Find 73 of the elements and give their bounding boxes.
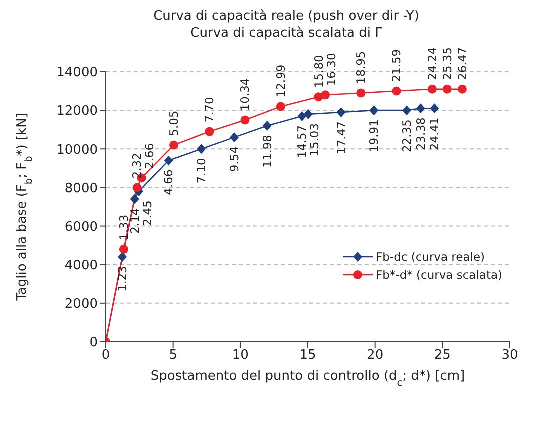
point <box>370 106 379 116</box>
annotation: 23.38 <box>414 118 428 151</box>
x-tick-label: 5 <box>169 348 178 364</box>
y-tick-label: 6000 <box>64 220 98 235</box>
annotation: 24.41 <box>428 118 442 151</box>
annotation: 24.24 <box>425 47 440 80</box>
point <box>336 108 346 118</box>
point <box>130 194 140 204</box>
point <box>430 104 440 114</box>
point <box>119 244 128 254</box>
annotation: 10.34 <box>238 78 252 112</box>
annotation: 12.99 <box>274 64 288 98</box>
point <box>321 90 330 100</box>
x-axis-title: Spostamento del punto di controllo (d$_{c}$; d*) [cm] <box>150 369 466 388</box>
point <box>304 109 313 120</box>
y-tick-label: 12000 <box>56 104 98 120</box>
annotation: 2.66 <box>142 143 157 170</box>
point <box>205 127 214 136</box>
annotation: 2.14 <box>128 208 142 234</box>
legend-label: Fb-dc (curva reale) <box>376 250 486 264</box>
legend-label: Fb*-d* (curva scalata) <box>376 268 502 282</box>
y-tick-label: 2000 <box>64 297 98 312</box>
x-tick-label: 20 <box>367 348 384 364</box>
y-tick-label: 4000 <box>64 258 98 274</box>
point <box>118 252 128 262</box>
annotation: 5.05 <box>167 110 182 136</box>
point <box>262 121 272 131</box>
annotation: 19.91 <box>367 120 382 153</box>
annotation: 21.59 <box>390 49 404 82</box>
annotation: 2.32 <box>130 153 144 179</box>
annotation: 2.45 <box>140 200 155 226</box>
point <box>132 183 142 192</box>
point <box>170 140 179 150</box>
x-tick-label: 10 <box>232 348 249 364</box>
annotation: 9.54 <box>227 146 242 172</box>
y-tick-label: 10000 <box>56 142 98 158</box>
chart-subtitle: Curva di capacità scalata di Γ <box>190 25 384 42</box>
annotation: 25.35 <box>440 47 454 80</box>
annotation: 1.33 <box>116 214 131 240</box>
point <box>230 132 239 143</box>
annotation: 15.80 <box>312 55 326 88</box>
point <box>402 106 412 116</box>
annotation: 18.95 <box>354 51 368 84</box>
annotation: 14.57 <box>295 125 310 158</box>
annotation: 26.47 <box>455 47 470 80</box>
annotation: 11.98 <box>260 135 274 168</box>
point <box>298 111 307 122</box>
point <box>240 116 250 125</box>
annotation: 7.10 <box>194 158 209 184</box>
x-tick-label: 15 <box>300 348 316 364</box>
point <box>392 86 402 96</box>
point <box>428 84 437 94</box>
point <box>458 84 467 94</box>
x-tick-label: 0 <box>102 348 110 364</box>
y-tick-label: 0 <box>90 336 98 351</box>
annotation: 15.03 <box>308 123 322 156</box>
annotation: 22.35 <box>400 120 414 153</box>
x-tick-label: 25 <box>434 348 451 364</box>
annotation: 7.70 <box>202 97 217 123</box>
point <box>276 102 286 112</box>
annotation: 4.66 <box>162 170 176 196</box>
point <box>416 104 426 114</box>
x-tick-label: 30 <box>502 348 518 364</box>
annotation: 17.47 <box>334 122 348 154</box>
annotation: 1.23 <box>116 266 130 292</box>
point <box>164 156 174 166</box>
point <box>197 144 206 154</box>
y-tick-label: 8000 <box>64 181 98 196</box>
chart-title: Curva di capacità reale (push over dir -Y) <box>152 8 420 25</box>
point <box>442 84 452 94</box>
annotation: 16.30 <box>324 53 338 86</box>
y-tick-label: 14000 <box>56 66 98 81</box>
point <box>356 88 366 98</box>
